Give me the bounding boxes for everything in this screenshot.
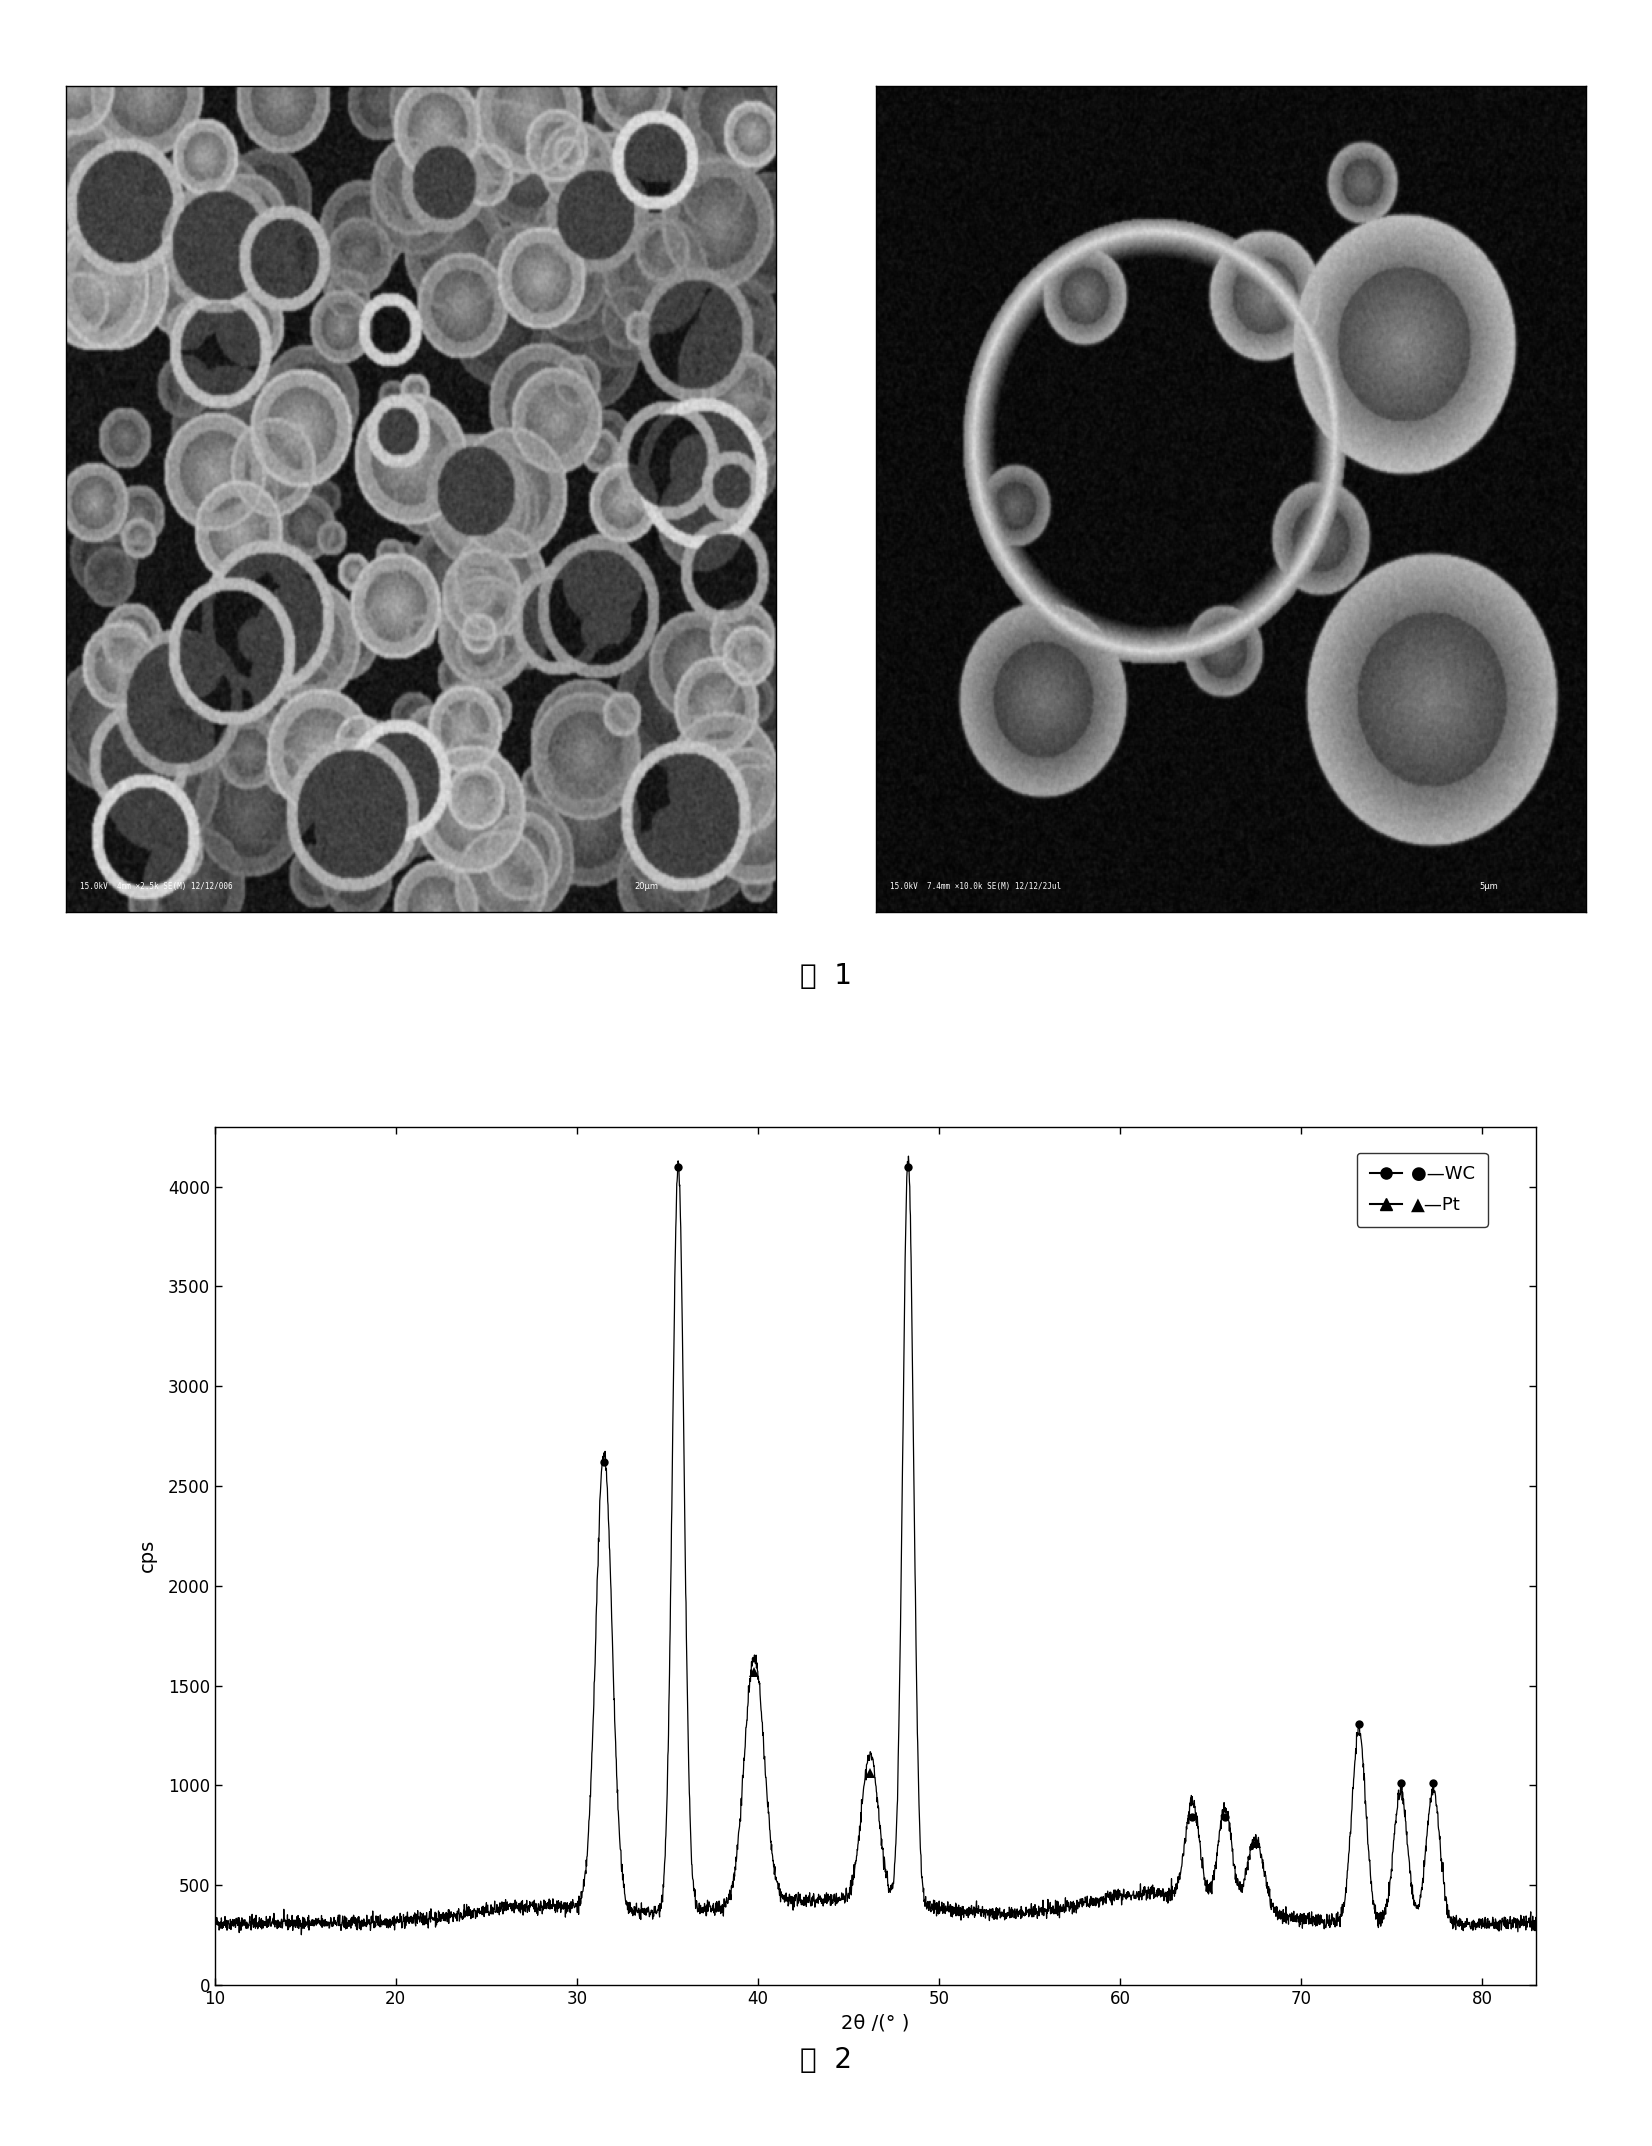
Y-axis label: cps: cps xyxy=(137,1539,157,1573)
Text: 5μm: 5μm xyxy=(1480,882,1498,891)
Text: 15.0kV  7.4mm ×10.0k SE(M) 12/12/2Jul: 15.0kV 7.4mm ×10.0k SE(M) 12/12/2Jul xyxy=(890,882,1061,891)
Text: 20μm: 20μm xyxy=(634,882,659,891)
X-axis label: 2θ /(° ): 2θ /(° ) xyxy=(841,2013,910,2032)
Text: 图  2: 图 2 xyxy=(800,2045,852,2075)
Text: 图  1: 图 1 xyxy=(800,961,852,991)
Legend: ●—WC, ▲—Pt: ●—WC, ▲—Pt xyxy=(1356,1152,1488,1228)
Text: 15.0kV  4mm ×2.5k SE(M) 12/12/006: 15.0kV 4mm ×2.5k SE(M) 12/12/006 xyxy=(81,882,233,891)
